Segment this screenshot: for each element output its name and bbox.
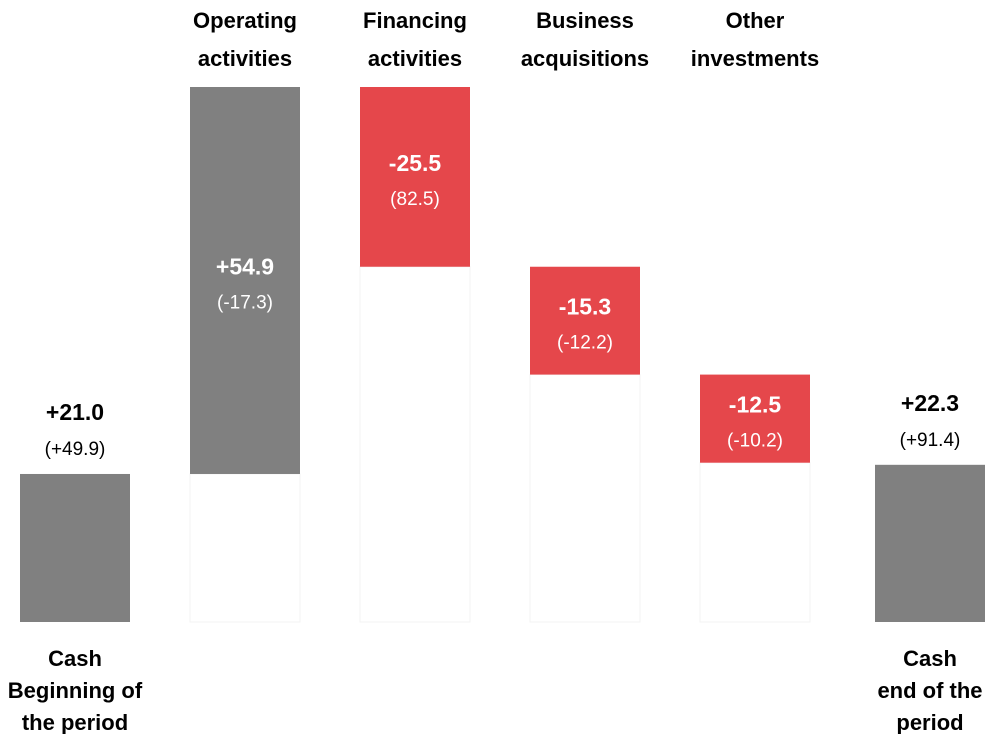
bar: [190, 87, 300, 474]
category-label: Business: [536, 8, 634, 33]
category-label: Cash: [48, 646, 102, 671]
value-label: +21.0: [46, 399, 104, 425]
category-label: Other: [726, 8, 785, 33]
ghost-column: [189, 473, 301, 623]
comparison-label: (+91.4): [900, 430, 961, 451]
bar: [700, 374, 810, 463]
category-label: Financing: [363, 8, 467, 33]
category-label: investments: [691, 46, 819, 71]
comparison-label: (-12.2): [557, 333, 613, 354]
value-label: -15.3: [559, 294, 611, 320]
comparison-label: (-17.3): [217, 293, 273, 314]
value-label: -25.5: [389, 150, 442, 176]
ghost-column: [529, 374, 641, 623]
comparison-label: (-10.2): [727, 431, 783, 452]
category-label: period: [896, 710, 963, 734]
comparison-label: (82.5): [390, 189, 440, 210]
ghost-column: [359, 266, 471, 623]
category-label: activities: [198, 46, 292, 71]
category-label: Cash: [903, 646, 957, 671]
category-label: acquisitions: [521, 46, 649, 71]
bar: [875, 464, 985, 622]
bar: [360, 87, 470, 267]
bar: [530, 266, 640, 375]
category-label: activities: [368, 46, 462, 71]
bar: [20, 473, 130, 622]
category-label: the period: [22, 710, 128, 734]
category-label: Beginning of: [8, 678, 143, 703]
value-label: +22.3: [901, 390, 959, 416]
category-label: Operating: [193, 8, 297, 33]
category-label: end of the: [877, 678, 982, 703]
value-label: -12.5: [729, 392, 782, 418]
comparison-label: (+49.9): [45, 439, 106, 460]
value-label: +54.9: [216, 254, 274, 280]
ghost-column: [699, 462, 811, 623]
